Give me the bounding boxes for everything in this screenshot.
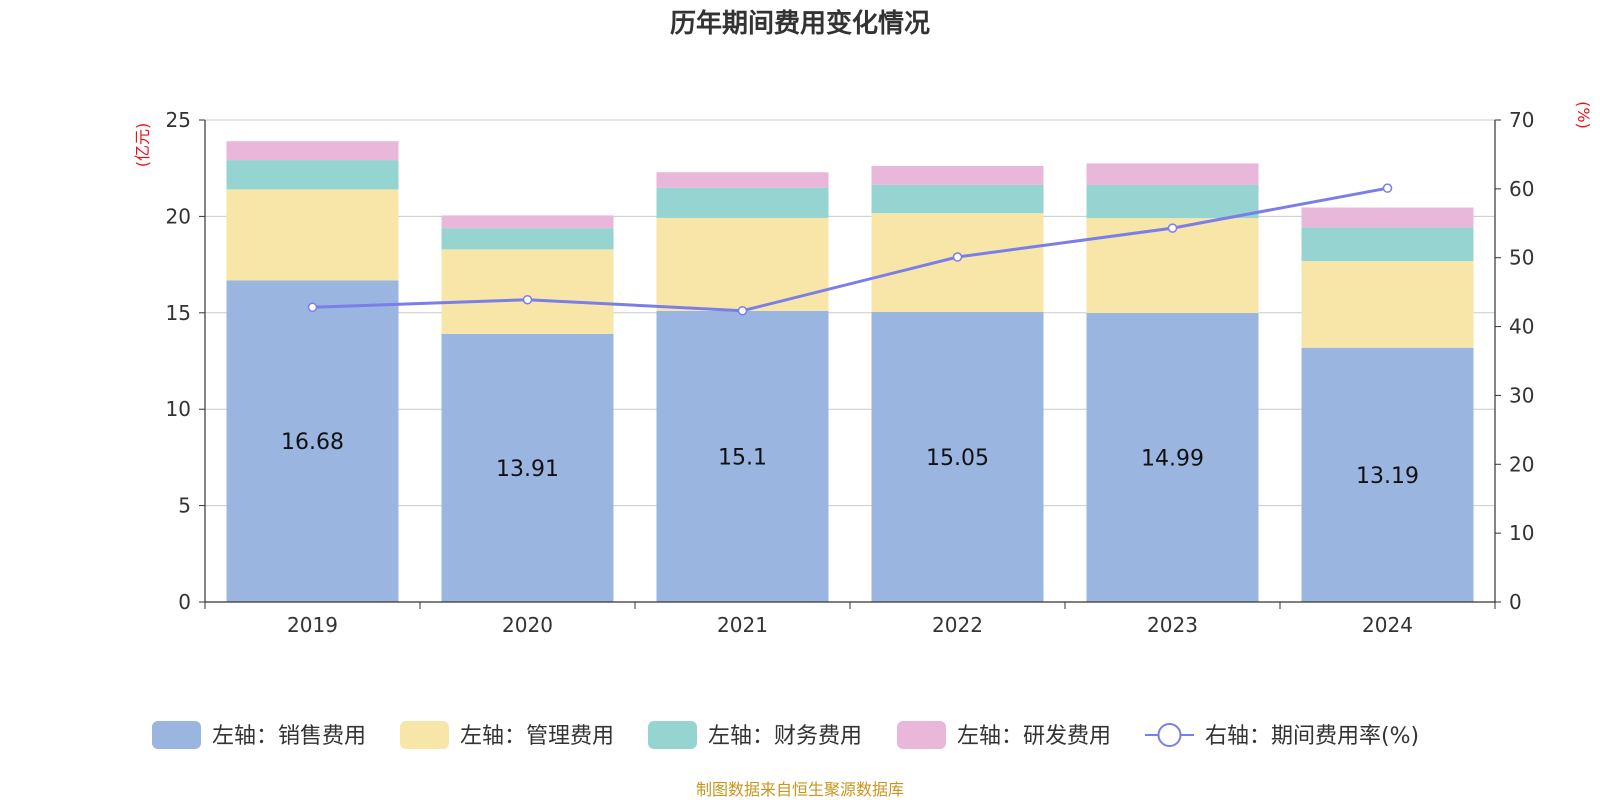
bar-segment-2 (226, 189, 399, 281)
bar-segment-4 (226, 141, 399, 161)
bar-segment-3 (1086, 184, 1259, 219)
bar-series (226, 141, 1474, 602)
left-tick-label: 15 (166, 301, 191, 325)
legend-swatch-3 (648, 721, 697, 749)
left-tick-label: 5 (178, 494, 191, 518)
bar-segment-2 (1086, 218, 1259, 313)
bar-segment-4 (1086, 163, 1259, 185)
axes: 0 5 10 15 20 25 0 10 20 30 40 50 60 70 2019 2020 2021 202… (166, 108, 1535, 637)
bar-segment-1 (1301, 347, 1474, 602)
x-tick-label: 2023 (1147, 613, 1198, 637)
bar-segment-1 (656, 310, 829, 602)
bar-segment-1 (226, 280, 399, 602)
x-tick-label: 2022 (932, 613, 983, 637)
source-note: 制图数据来自恒生聚源数据库 (696, 780, 904, 799)
x-tick-label: 2019 (287, 613, 338, 637)
bar-segment-3 (1301, 227, 1474, 262)
right-tick-label: 70 (1509, 108, 1534, 132)
bar-value-label: 14.99 (1141, 446, 1204, 471)
rate-point (952, 252, 963, 262)
left-axis-unit: (亿元) (133, 123, 152, 168)
left-tick-label: 20 (166, 204, 191, 228)
bar-value-label: 13.19 (1356, 464, 1419, 489)
bar-segment-3 (871, 184, 1044, 214)
bar-segment-3 (226, 160, 399, 190)
grid-lines (205, 119, 1495, 507)
right-tick-label: 50 (1509, 246, 1534, 270)
bar-segment-4 (656, 172, 829, 188)
left-tick-label: 10 (166, 397, 191, 421)
bar-segment-4 (1301, 207, 1474, 228)
rate-line-series (307, 183, 1393, 316)
bar-value-labels: 16.68 13.91 15.1 15.05 14.99 13.19 (281, 430, 1419, 489)
right-tick-label: 40 (1509, 315, 1534, 339)
bar-value-label: 16.68 (281, 430, 344, 455)
rate-point (1382, 183, 1393, 193)
legend-swatch-2 (400, 721, 449, 749)
x-tick-label: 2020 (502, 613, 553, 637)
bar-segment-3 (441, 228, 614, 250)
legend-marker-swatch (1157, 723, 1182, 747)
rate-point (737, 305, 748, 316)
bar-value-label: 15.05 (926, 446, 989, 471)
bar-segment-1 (441, 333, 614, 602)
left-tick-label: 25 (166, 108, 191, 132)
bar-segment-1 (871, 311, 1044, 602)
bar-value-label: 15.1 (718, 445, 767, 470)
bar-segment-3 (656, 187, 829, 218)
left-tick-label: 0 (178, 590, 191, 614)
x-tick-label: 2024 (1362, 613, 1413, 637)
bar-segment-2 (441, 249, 614, 334)
legend: 左轴：销售费用 左轴：管理费用 左轴：财务费用 左轴：研发费用 右轴：期间费用率(%) (152, 721, 1419, 749)
right-tick-label: 30 (1509, 383, 1534, 407)
legend-label-5: 右轴：期间费用率(%) (1205, 724, 1419, 749)
right-tick-label: 0 (1509, 590, 1522, 614)
rate-point (307, 302, 318, 313)
x-tick-label: 2021 (717, 613, 768, 637)
right-axis-unit: (%) (1574, 101, 1593, 129)
bar-value-label: 13.91 (496, 457, 559, 482)
legend-label-3: 左轴：财务费用 (708, 724, 862, 749)
bar-segment-4 (441, 215, 614, 229)
legend-label-4: 左轴：研发费用 (957, 724, 1111, 749)
bar-segment-2 (1301, 261, 1474, 348)
legend-label-1: 左轴：销售费用 (212, 724, 366, 749)
bar-segment-2 (871, 213, 1044, 312)
legend-label-2: 左轴：管理费用 (460, 724, 614, 749)
bar-segment-4 (871, 166, 1044, 185)
right-tick-label: 20 (1509, 452, 1534, 476)
chart-title: 历年期间费用变化情况 (670, 8, 930, 39)
rate-line (312, 186, 1388, 313)
right-tick-label: 10 (1509, 521, 1534, 545)
bar-segment-1 (1086, 312, 1259, 602)
legend-swatch-1 (152, 721, 201, 749)
legend-swatch-4 (897, 721, 946, 749)
rate-point (522, 294, 533, 305)
rate-point (1167, 223, 1178, 233)
right-tick-label: 60 (1509, 177, 1534, 201)
